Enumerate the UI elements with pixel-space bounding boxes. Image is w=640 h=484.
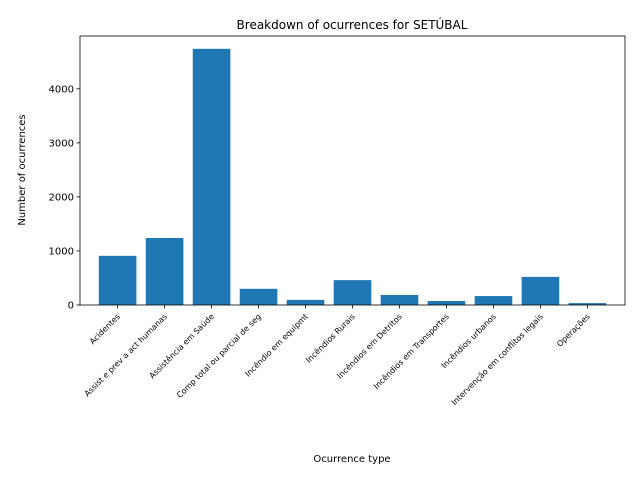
y-tick-label: 1000 [49, 246, 74, 257]
bar [192, 48, 231, 306]
x-tick-label: Acidentes [88, 312, 122, 346]
x-tick-label: Incêndios Rurais [303, 311, 356, 364]
plot-frame [79, 35, 626, 306]
bar [286, 299, 325, 305]
bar [568, 303, 607, 305]
x-tick-label: Incêndios em Transportes [371, 311, 451, 391]
x-tick-label: Intervenção em conflitos legais [450, 312, 545, 407]
x-axis-label: Ocurrence type [313, 454, 390, 465]
bars-group [98, 48, 607, 306]
x-tick-label: Operações [555, 312, 592, 349]
y-axis-label: Number of ocurrences [17, 114, 28, 225]
bar [427, 300, 466, 305]
y-axis-ticks: 0 1000 2000 3000 4000 [49, 84, 80, 312]
y-tick-label: 2000 [49, 192, 74, 203]
bar [145, 237, 184, 305]
y-tick-label: 0 [68, 301, 74, 312]
bar [239, 288, 278, 305]
bar [521, 276, 560, 305]
bar [333, 280, 372, 305]
chart-title: Breakdown of ocurrences for SETÚBAL [237, 17, 468, 32]
x-tick-label: Comp total ou parcial de seg [175, 312, 263, 400]
y-tick-label: 3000 [49, 138, 74, 149]
y-tick-label: 4000 [49, 84, 74, 95]
bar [474, 296, 513, 305]
x-tick-label: Assist e prev a act humanas [83, 312, 169, 398]
bar [380, 295, 419, 305]
bar [98, 255, 137, 305]
